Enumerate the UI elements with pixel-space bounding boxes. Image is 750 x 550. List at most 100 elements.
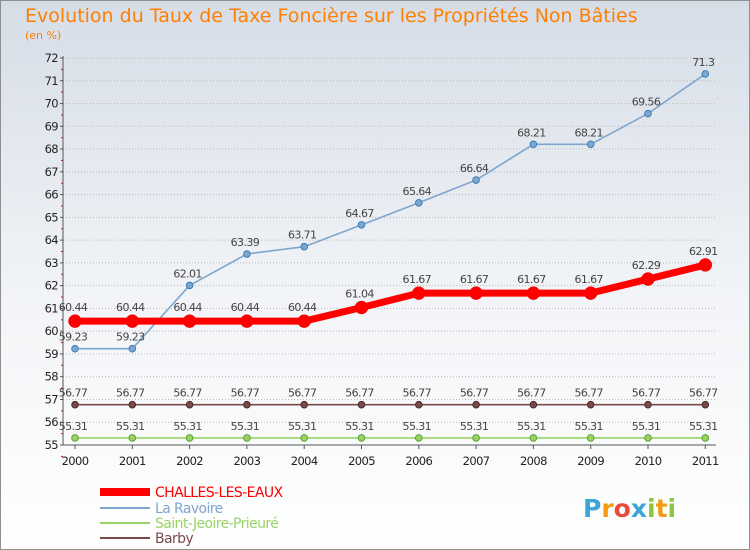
data-label: 55.31: [689, 420, 718, 433]
data-label: 55.31: [632, 420, 661, 433]
x-tick-label: 2008: [520, 454, 547, 468]
data-labels: 55.31 55.31 55.31 55.31 55.31 55.31 55.31 55.31…: [59, 56, 719, 433]
data-point: [529, 400, 538, 409]
legend-label: CHALLES-LES-EAUX: [155, 485, 284, 501]
data-label: 55.31: [173, 420, 202, 433]
y-tick-label: 58: [45, 370, 59, 384]
data-point: [71, 434, 79, 442]
data-label: 62.91: [689, 245, 718, 258]
y-tick-label: 63: [45, 256, 59, 270]
data-label: 60.44: [59, 301, 88, 314]
data-label: 56.77: [288, 387, 317, 400]
axes: 55 56 57 58 59 60 61 62 63 64 65 66 67 68 69 70 71 72 2000…: [45, 51, 720, 468]
data-point: [415, 198, 423, 207]
x-tick-label: 2003: [233, 454, 260, 468]
data-point: [182, 314, 197, 328]
x-tick-label: 2011: [692, 454, 719, 468]
data-point: [583, 286, 598, 300]
data-label: 63.71: [288, 229, 317, 242]
y-tick-label: 71: [45, 74, 59, 88]
data-point: [125, 314, 140, 328]
data-label: 56.77: [59, 387, 88, 400]
y-tick-label: 57: [45, 392, 59, 406]
x-tick-label: 2001: [119, 454, 146, 468]
data-label: 55.31: [460, 420, 489, 433]
y-tick-label: 62: [45, 279, 59, 293]
data-label: 55.31: [345, 420, 374, 433]
y-tick-label: 55: [45, 438, 59, 452]
data-label: 56.77: [574, 387, 603, 400]
data-label: 56.77: [632, 387, 661, 400]
y-tick-label: 59: [45, 347, 59, 361]
data-point: [641, 272, 655, 286]
data-label: 68.21: [517, 126, 546, 139]
data-label: 64.67: [345, 207, 374, 220]
y-tick-label: 67: [45, 165, 59, 179]
logo-text: Proxiti: [583, 494, 676, 523]
legend-label: La Ravoire: [155, 501, 223, 517]
data-label: 56.77: [460, 387, 489, 400]
data-point: [644, 109, 652, 118]
data-point: [185, 434, 194, 442]
x-tick-label: 2010: [635, 454, 662, 468]
data-label: 60.44: [116, 301, 145, 314]
data-label: 61.67: [517, 273, 546, 286]
data-point: [300, 242, 309, 251]
data-label: 55.31: [517, 420, 546, 433]
y-tick-label: 56: [45, 415, 59, 429]
data-point: [71, 400, 79, 409]
series-line: [74, 73, 707, 350]
y-tick-label: 60: [45, 324, 59, 338]
data-label: 60.44: [288, 301, 317, 314]
data-point: [357, 221, 366, 229]
data-point: [71, 344, 79, 353]
data-point: [128, 344, 137, 353]
y-tick-label: 61: [45, 301, 59, 315]
data-point: [240, 314, 254, 328]
chart-subtitle: (en %): [25, 29, 61, 42]
data-label: 55.31: [116, 420, 145, 433]
data-label: 56.77: [689, 387, 718, 400]
data-point: [354, 300, 369, 315]
data-point: [415, 434, 423, 442]
data-point: [644, 400, 652, 409]
data-label: 56.77: [116, 387, 145, 400]
data-point: [300, 434, 309, 442]
data-point: [586, 434, 595, 442]
data-point: [412, 286, 426, 300]
x-tick-label: 2005: [348, 454, 375, 468]
data-point: [415, 400, 423, 409]
data-label: 56.77: [173, 387, 202, 400]
data-point: [128, 434, 137, 442]
x-tick-label: 2007: [463, 454, 490, 468]
y-tick-label: 68: [45, 142, 59, 156]
y-tick-label: 64: [45, 233, 59, 247]
data-point: [300, 400, 309, 409]
data-label: 55.31: [59, 420, 88, 433]
y-tick-label: 72: [45, 51, 59, 65]
data-label: 59.23: [116, 331, 145, 344]
data-point: [357, 400, 366, 409]
x-tick-label: 2009: [577, 454, 604, 468]
data-point: [128, 400, 137, 409]
data-label: 55.31: [231, 420, 260, 433]
legend-label: Barby: [155, 531, 193, 547]
data-point: [243, 400, 251, 409]
data-point: [701, 434, 710, 442]
data-label: 69.56: [632, 96, 661, 109]
data-label: 62.29: [632, 259, 661, 272]
data-point: [526, 286, 541, 300]
data-point: [529, 140, 538, 149]
data-point: [297, 314, 311, 328]
data-point: [586, 140, 595, 149]
data-point: [644, 434, 652, 442]
data-label: 61.67: [574, 273, 603, 286]
series-line: [71, 261, 709, 325]
chart-title: Evolution du Taux de Taxe Foncière sur l…: [25, 5, 638, 27]
data-point: [185, 281, 194, 290]
data-point: [469, 286, 483, 300]
y-tick-label: 66: [45, 188, 59, 202]
